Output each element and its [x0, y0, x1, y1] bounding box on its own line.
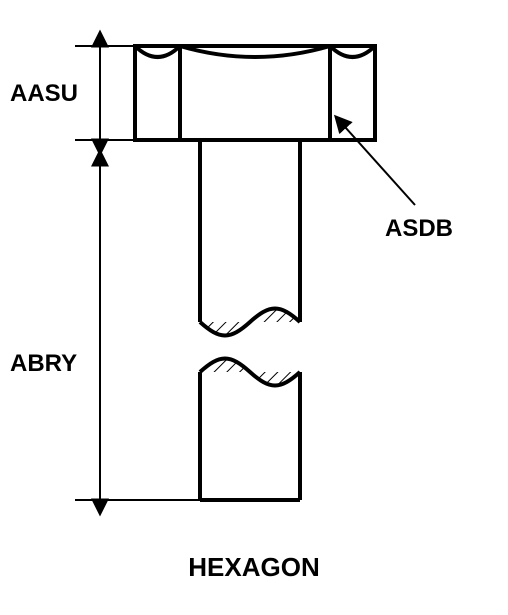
- dimension-label-asdb: ASDB: [385, 215, 453, 243]
- diagram-stage: AASU ABRY ASDB HEXAGON: [0, 0, 508, 615]
- caption-hexagon: HEXAGON: [0, 552, 508, 583]
- dimension-label-aasu: AASU: [10, 80, 78, 108]
- dimension-label-abry: ABRY: [10, 350, 77, 378]
